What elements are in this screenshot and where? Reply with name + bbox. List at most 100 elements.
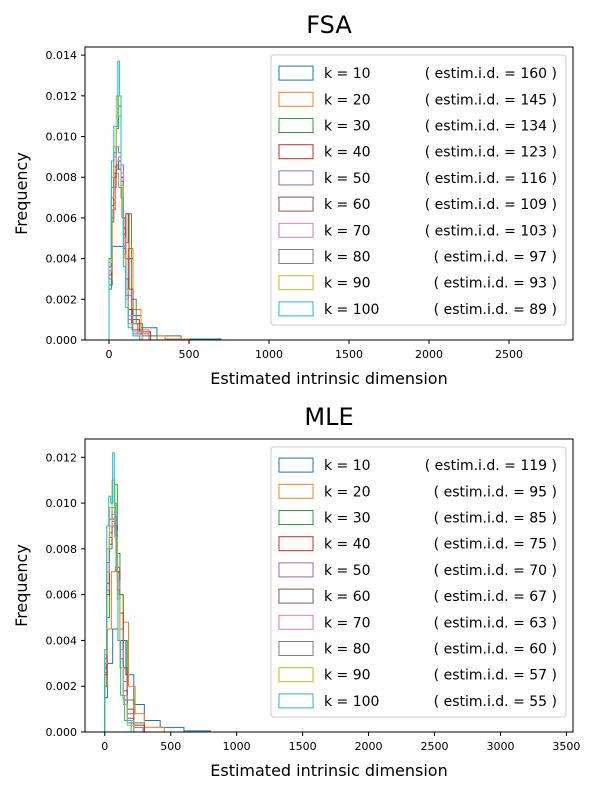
legend-entry: k = 50 ( estim.i.d. = 116 ) <box>278 170 557 187</box>
y-tick-label: 0.008 <box>46 171 78 184</box>
legend-k-label: k = 20 <box>324 484 371 500</box>
legend-k-label: k = 20 <box>324 92 371 108</box>
axes-frame <box>84 438 574 733</box>
y-tick-label: 0.006 <box>46 212 78 225</box>
legend-swatch <box>278 483 314 499</box>
histogram-series-k20 <box>108 172 190 340</box>
y-tick-label: 0.000 <box>46 726 78 739</box>
legend-k-label: k = 30 <box>324 511 371 527</box>
y-tick-label: 0.014 <box>46 49 78 62</box>
legend-estim-label: ( estim.i.d. = 134 ) <box>425 119 557 135</box>
chart-mle: MLE 0 500 1000 1500 2000 2500 3000 3500 0.000 0.00… <box>12 403 580 780</box>
legend-estim-label: ( estim.i.d. = 89 ) <box>434 302 557 318</box>
legend-entry: k = 100 ( estim.i.d. = 55 ) <box>278 693 557 710</box>
legend-swatch <box>278 275 314 291</box>
legend-entry: k = 10 ( estim.i.d. = 160 ) <box>278 65 557 82</box>
chart-fsa: FSA 0 500 1000 1500 2000 2500 0.000 0.002 0.004 0.… <box>12 11 574 388</box>
y-tick-label: 0.012 <box>46 90 78 103</box>
y-tick-label: 0.006 <box>46 589 78 602</box>
legend-box <box>270 446 567 718</box>
legend-entry: k = 40 ( estim.i.d. = 75 ) <box>278 536 557 553</box>
x-tick-label: 1000 <box>223 740 251 753</box>
legend-k-label: k = 70 <box>324 615 371 631</box>
x-tick-label: 1500 <box>289 740 317 753</box>
x-tick-label: 2000 <box>415 348 443 361</box>
histogram-series-group <box>108 60 222 340</box>
legend-entry: k = 60 ( estim.i.d. = 67 ) <box>278 588 557 605</box>
y-tick-label: 0.012 <box>46 451 78 464</box>
x-axis-label: Estimated intrinsic dimension <box>210 761 447 780</box>
legend-k-label: k = 100 <box>324 302 379 318</box>
legend-entry: k = 80 ( estim.i.d. = 60 ) <box>278 641 557 658</box>
legend-swatch <box>278 65 314 81</box>
legend-k-label: k = 90 <box>324 668 371 684</box>
legend-estim-label: ( estim.i.d. = 55 ) <box>434 694 557 710</box>
legend-entry: k = 10 ( estim.i.d. = 119 ) <box>278 457 557 474</box>
legend-estim-label: ( estim.i.d. = 75 ) <box>434 537 557 553</box>
y-tick-label: 0.010 <box>46 497 78 510</box>
y-axis-label: Frequency <box>12 152 31 235</box>
chart-title: MLE <box>304 403 353 431</box>
histogram-series-k10 <box>104 628 211 732</box>
legend-entry: k = 100 ( estim.i.d. = 89 ) <box>278 301 557 318</box>
legend-swatch <box>278 170 314 186</box>
legend-swatch <box>278 222 314 238</box>
legend-k-label: k = 80 <box>324 250 371 266</box>
legend-estim-label: ( estim.i.d. = 145 ) <box>425 92 557 108</box>
legend-swatch <box>278 693 314 709</box>
legend-swatch <box>278 588 314 604</box>
histogram-series-k100 <box>104 452 132 732</box>
legend: k = 10 ( estim.i.d. = 160 ) k = 20 ( estim.… <box>270 54 567 326</box>
x-tick-label: 0 <box>106 348 113 361</box>
legend-entry: k = 30 ( estim.i.d. = 85 ) <box>278 510 557 527</box>
legend-estim-label: ( estim.i.d. = 103 ) <box>425 223 557 239</box>
x-tick-label: 2000 <box>355 740 383 753</box>
legend-k-label: k = 50 <box>324 171 371 187</box>
legend-entry: k = 80 ( estim.i.d. = 97 ) <box>278 249 557 266</box>
legend-swatch <box>278 614 314 630</box>
legend-entry: k = 50 ( estim.i.d. = 70 ) <box>278 562 557 579</box>
legend-swatch <box>278 562 314 578</box>
histogram-series-k100 <box>108 60 140 340</box>
legend-entry: k = 20 ( estim.i.d. = 95 ) <box>278 483 557 500</box>
y-tick-label: 0.000 <box>46 334 78 347</box>
legend-k-label: k = 80 <box>324 642 371 658</box>
legend-swatch <box>278 118 314 133</box>
legend-entry: k = 30 ( estim.i.d. = 134 ) <box>278 118 557 135</box>
histogram-series-k20 <box>104 566 165 732</box>
legend-entry: k = 60 ( estim.i.d. = 109 ) <box>278 196 557 213</box>
legend-swatch <box>278 510 314 525</box>
legend-k-label: k = 40 <box>324 145 371 161</box>
legend-entry: k = 40 ( estim.i.d. = 123 ) <box>278 144 557 161</box>
y-tick-label: 0.008 <box>46 543 78 556</box>
legend-swatch <box>278 301 314 317</box>
legend-k-label: k = 90 <box>324 276 371 292</box>
legend-k-label: k = 10 <box>324 458 371 474</box>
x-tick-label: 3000 <box>486 740 514 753</box>
legend-estim-label: ( estim.i.d. = 97 ) <box>434 250 557 266</box>
y-tick-label: 0.002 <box>46 680 78 693</box>
legend-estim-label: ( estim.i.d. = 123 ) <box>425 145 557 161</box>
x-tick-label: 500 <box>179 348 200 361</box>
legend-estim-label: ( estim.i.d. = 116 ) <box>425 171 557 187</box>
legend-k-label: k = 60 <box>324 589 371 605</box>
legend-estim-label: ( estim.i.d. = 109 ) <box>425 197 557 213</box>
legend-swatch <box>278 457 314 473</box>
x-tick-label: 1000 <box>255 348 283 361</box>
legend-estim-label: ( estim.i.d. = 67 ) <box>434 589 557 605</box>
legend-k-label: k = 60 <box>324 197 371 213</box>
legend-k-label: k = 70 <box>324 223 371 239</box>
legend-k-label: k = 40 <box>324 537 371 553</box>
legend-estim-label: ( estim.i.d. = 160 ) <box>425 66 557 82</box>
x-tick-label: 0 <box>101 740 108 753</box>
y-tick-label: 0.010 <box>46 131 78 144</box>
y-tick-label: 0.002 <box>46 293 78 306</box>
x-tick-label: 2500 <box>421 740 449 753</box>
legend-swatch <box>278 91 314 107</box>
legend-box <box>270 54 567 326</box>
y-tick-label: 0.004 <box>46 253 78 266</box>
legend-k-label: k = 50 <box>324 563 371 579</box>
chart-title: FSA <box>306 11 352 39</box>
legend-entry: k = 20 ( estim.i.d. = 145 ) <box>278 91 557 108</box>
